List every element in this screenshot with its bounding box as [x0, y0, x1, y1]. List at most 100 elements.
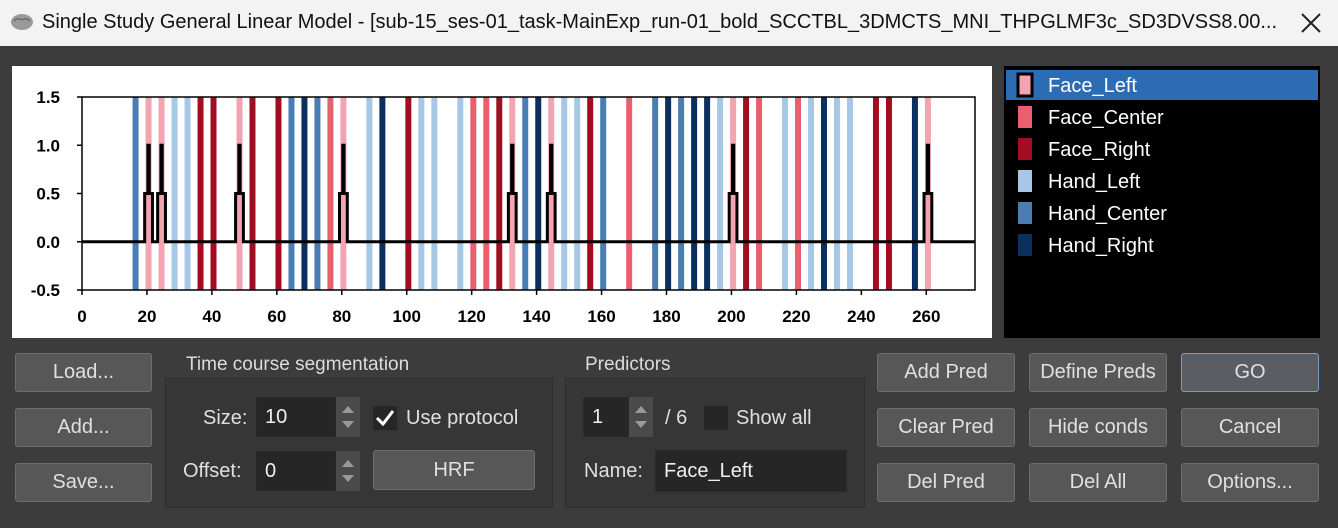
- x-tick-label: 40: [202, 307, 221, 326]
- size-label: Size:: [203, 407, 248, 429]
- hide-conds-button[interactable]: Hide conds: [1029, 408, 1167, 447]
- x-tick-label: 100: [393, 307, 421, 326]
- condition-bar: [210, 97, 217, 290]
- x-tick-label: 80: [332, 307, 351, 326]
- condition-bar: [821, 97, 828, 290]
- options-button[interactable]: Options...: [1181, 463, 1319, 502]
- size-spinner[interactable]: [336, 397, 360, 437]
- x-tick-label: 260: [912, 307, 940, 326]
- chart: 1.5 1.0 0.5 0.0 -0.5 0 20 40 60 80 100 120 140 160 180…: [12, 66, 992, 338]
- legend-swatch: [1018, 202, 1032, 224]
- condition-bar: [171, 97, 178, 290]
- condition-bar: [197, 97, 204, 290]
- y-tick-label: 0.5: [36, 185, 60, 204]
- x-tick-label: 0: [77, 307, 86, 326]
- condition-bar: [808, 97, 815, 290]
- condition-list[interactable]: Face_Left Face_Center Face_Right Hand_Left H…: [1004, 66, 1320, 338]
- add-button[interactable]: Add...: [15, 408, 152, 447]
- condition-bar: [522, 97, 529, 290]
- define-preds-button[interactable]: Define Preds: [1029, 353, 1167, 392]
- del-all-button[interactable]: Del All: [1029, 463, 1167, 502]
- use-protocol-label[interactable]: Use protocol: [406, 407, 519, 429]
- cancel-button[interactable]: Cancel: [1181, 408, 1319, 447]
- add-pred-button[interactable]: Add Pred: [877, 353, 1015, 392]
- condition-bar: [911, 97, 918, 290]
- legend-label[interactable]: Hand_Center: [1048, 203, 1167, 225]
- condition-bar: [483, 97, 490, 290]
- condition-bar: [587, 97, 594, 290]
- check-mark: [375, 410, 395, 427]
- size-input[interactable]: 10: [256, 397, 336, 437]
- y-tick-label: 1.5: [36, 88, 60, 107]
- predictor-name-input[interactable]: Face_Left: [655, 450, 847, 492]
- condition-bar: [846, 97, 853, 290]
- legend-swatch: [1018, 170, 1032, 192]
- hrf-button[interactable]: HRF: [373, 450, 535, 490]
- condition-bar: [249, 97, 256, 290]
- go-button[interactable]: GO: [1181, 353, 1319, 392]
- condition-bar: [418, 97, 425, 290]
- condition-bar: [833, 97, 840, 290]
- condition-bar: [626, 97, 633, 290]
- offset-input[interactable]: 0: [256, 451, 336, 491]
- legend-label[interactable]: Hand_Right: [1048, 235, 1154, 257]
- legend-label[interactable]: Hand_Left: [1048, 171, 1141, 193]
- condition-bar: [314, 97, 321, 290]
- window-title: Single Study General Linear Model - [sub…: [42, 11, 1278, 33]
- legend-swatch: [1016, 72, 1034, 98]
- name-label: Name:: [584, 460, 643, 482]
- show-all-label[interactable]: Show all: [736, 407, 812, 429]
- condition-bar: [756, 97, 763, 290]
- clear-pred-button[interactable]: Clear Pred: [877, 408, 1015, 447]
- legend-swatch: [1018, 106, 1032, 128]
- condition-bar: [782, 97, 789, 290]
- y-tick-label: -0.5: [31, 281, 60, 300]
- condition-bar: [652, 97, 659, 290]
- condition-bar: [431, 97, 438, 290]
- offset-spinner[interactable]: [336, 451, 360, 491]
- predictor-spinner[interactable]: [629, 397, 653, 437]
- condition-bar: [496, 97, 503, 290]
- load-button[interactable]: Load...: [15, 353, 152, 392]
- legend-swatch: [1018, 234, 1032, 256]
- x-tick-label: 240: [847, 307, 875, 326]
- condition-bar: [885, 97, 892, 290]
- condition-bar: [574, 97, 581, 290]
- condition-bar: [132, 97, 139, 290]
- condition-bar: [288, 97, 295, 290]
- offset-label: Offset:: [183, 460, 242, 482]
- condition-bar: [301, 97, 308, 290]
- save-button[interactable]: Save...: [15, 463, 152, 502]
- close-button[interactable]: [1300, 12, 1322, 34]
- condition-bar: [691, 97, 698, 290]
- predictor-total: / 6: [665, 407, 688, 429]
- show-all-checkbox[interactable]: [704, 406, 728, 430]
- condition-bar: [275, 97, 282, 290]
- x-tick-label: 200: [717, 307, 745, 326]
- x-tick-label: 20: [137, 307, 156, 326]
- use-protocol-checkbox[interactable]: [373, 406, 397, 430]
- condition-bar: [665, 97, 672, 290]
- condition-bar: [327, 97, 334, 290]
- condition-bar: [457, 97, 464, 290]
- legend-swatch: [1018, 138, 1032, 160]
- condition-bar: [405, 97, 412, 290]
- selected-row: [1006, 70, 1318, 100]
- check-mark: [704, 406, 728, 430]
- legend-label[interactable]: Face_Center: [1048, 107, 1164, 129]
- check-glyph: [375, 410, 395, 427]
- condition-bar: [366, 97, 373, 290]
- group-title: Time course segmentation: [186, 354, 410, 375]
- group-title: Predictors: [585, 354, 671, 375]
- condition-bar: [600, 97, 607, 290]
- del-pred-button[interactable]: Del Pred: [877, 463, 1015, 502]
- x-tick-label: 160: [587, 307, 615, 326]
- condition-bar: [470, 97, 477, 290]
- x-tick-label: 220: [782, 307, 810, 326]
- legend-label[interactable]: Face_Right: [1048, 139, 1151, 161]
- legend-label[interactable]: Face_Left: [1048, 75, 1137, 97]
- condition-bar: [872, 97, 879, 290]
- predictor-index-input[interactable]: 1: [583, 397, 629, 437]
- x-tick-label: 180: [652, 307, 680, 326]
- condition-bar: [379, 97, 386, 290]
